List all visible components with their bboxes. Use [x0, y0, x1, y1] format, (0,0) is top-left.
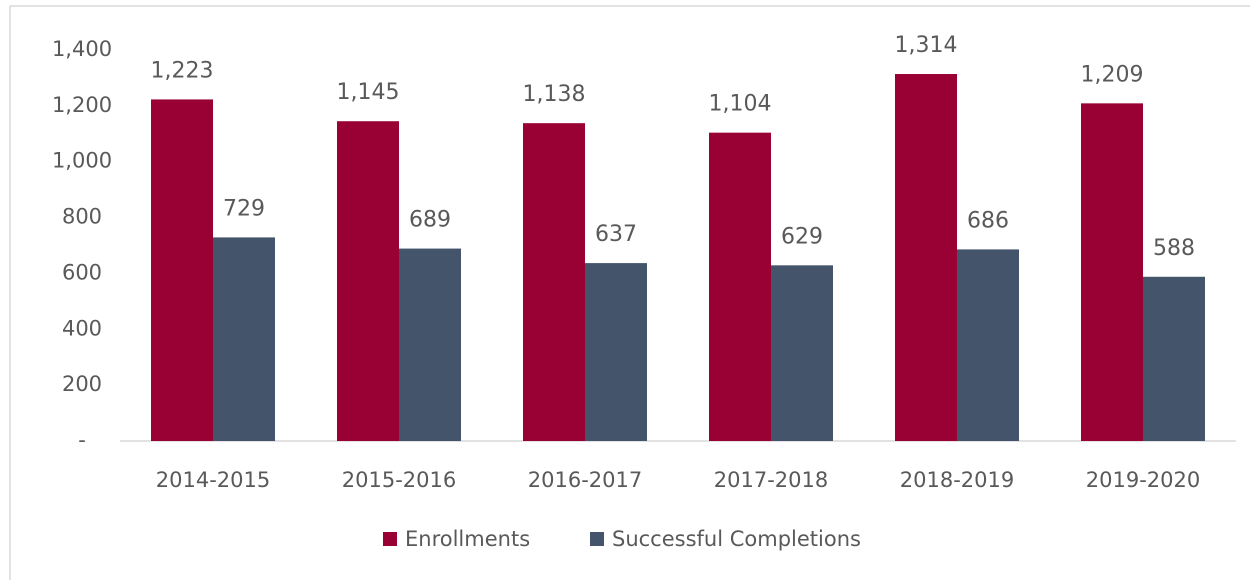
legend-swatch — [590, 532, 604, 546]
y-tick-label: 1,000 — [52, 149, 112, 173]
data-label: 689 — [409, 208, 451, 233]
data-label: 637 — [595, 222, 637, 247]
bar — [957, 249, 1019, 441]
bar — [709, 132, 771, 441]
bar — [895, 74, 957, 442]
x-tick-label: 2014-2015 — [156, 468, 270, 492]
x-tick-label: 2015-2016 — [342, 468, 456, 492]
x-tick-label: 2017-2018 — [714, 468, 828, 492]
bar — [523, 123, 585, 442]
bar — [1143, 276, 1205, 441]
y-tick-label: - — [78, 428, 86, 452]
y-tick-label: 200 — [62, 372, 102, 396]
data-label: 1,104 — [709, 92, 772, 117]
legend-label: Successful Completions — [612, 527, 861, 551]
data-label: 1,138 — [523, 82, 586, 107]
x-tick-label: 2019-2020 — [1086, 468, 1200, 492]
data-label: 729 — [223, 196, 265, 221]
data-label: 629 — [781, 224, 823, 249]
data-label: 1,145 — [337, 80, 400, 105]
y-tick-label: 600 — [62, 260, 102, 284]
data-label: 1,314 — [895, 33, 958, 58]
y-tick-label: 1,400 — [52, 37, 112, 61]
bar — [213, 237, 275, 441]
bar — [1081, 103, 1143, 442]
x-tick-label: 2018-2019 — [900, 468, 1014, 492]
data-label: 1,209 — [1081, 62, 1144, 87]
x-tick-label: 2016-2017 — [528, 468, 642, 492]
data-label: 686 — [967, 208, 1009, 233]
data-label: 588 — [1153, 236, 1195, 261]
bar — [337, 121, 399, 441]
y-tick-label: 400 — [62, 316, 102, 340]
bar — [585, 263, 647, 441]
chart-frame — [9, 5, 1250, 580]
bar — [771, 265, 833, 441]
legend-swatch — [383, 532, 397, 546]
y-tick-label: 800 — [62, 205, 102, 229]
legend-label: Enrollments — [405, 527, 530, 551]
bar — [151, 99, 213, 442]
data-label: 1,223 — [151, 58, 214, 83]
bar — [399, 248, 461, 441]
y-tick-label: 1,200 — [52, 93, 112, 117]
